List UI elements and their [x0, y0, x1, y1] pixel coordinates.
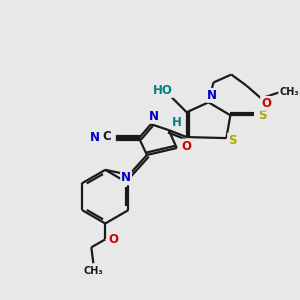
Text: HO: HO [153, 84, 173, 97]
Text: CH₃: CH₃ [279, 87, 299, 98]
Text: N: N [149, 110, 159, 123]
Text: H: H [172, 116, 182, 129]
Text: O: O [261, 97, 271, 110]
Text: O: O [182, 140, 192, 152]
Text: O: O [108, 233, 118, 246]
Text: CH₃: CH₃ [83, 266, 103, 276]
Text: S: S [228, 134, 237, 147]
Text: N: N [206, 89, 217, 102]
Text: N: N [90, 130, 100, 144]
Text: C: C [103, 130, 112, 142]
Text: S: S [258, 109, 266, 122]
Text: N: N [121, 171, 131, 184]
